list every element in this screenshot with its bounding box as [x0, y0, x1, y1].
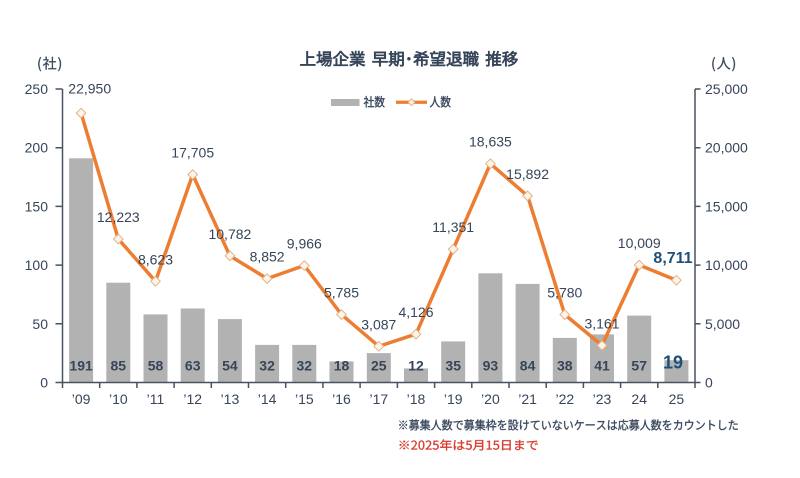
svg-text:’11: ’11	[147, 391, 165, 407]
svg-text:12,223: 12,223	[97, 209, 140, 225]
svg-text:’19: ’19	[444, 391, 463, 407]
svg-text:200: 200	[25, 140, 49, 156]
svg-text:’18: ’18	[407, 391, 426, 407]
svg-text:10,000: 10,000	[705, 257, 748, 273]
svg-text:15,892: 15,892	[506, 166, 549, 182]
svg-text:24: 24	[631, 391, 647, 407]
svg-text:100: 100	[25, 257, 49, 273]
svg-text:4,126: 4,126	[398, 304, 433, 320]
svg-text:10,782: 10,782	[208, 226, 251, 242]
svg-text:8,852: 8,852	[250, 249, 285, 265]
svg-text:’10: ’10	[109, 391, 128, 407]
svg-text:’17: ’17	[369, 391, 388, 407]
svg-text:50: 50	[32, 316, 48, 332]
svg-text:5,785: 5,785	[324, 285, 359, 301]
svg-text:’15: ’15	[295, 391, 314, 407]
svg-text:25: 25	[371, 358, 387, 374]
svg-text:191: 191	[69, 358, 93, 374]
svg-text:17,705: 17,705	[171, 145, 214, 161]
svg-text:41: 41	[594, 358, 610, 374]
svg-text:8,623: 8,623	[138, 251, 173, 267]
svg-text:10,009: 10,009	[618, 235, 661, 251]
svg-text:3,161: 3,161	[584, 315, 619, 331]
svg-text:57: 57	[631, 358, 647, 374]
svg-text:11,351: 11,351	[432, 219, 474, 235]
svg-text:’12: ’12	[183, 391, 202, 407]
svg-text:25: 25	[669, 391, 685, 407]
svg-text:93: 93	[483, 358, 499, 374]
svg-text:25,000: 25,000	[705, 81, 748, 97]
svg-text:8,711: 8,711	[653, 250, 692, 267]
svg-text:’16: ’16	[332, 391, 351, 407]
svg-text:12: 12	[408, 358, 424, 374]
svg-text:5,780: 5,780	[547, 285, 582, 301]
svg-text:35: 35	[445, 358, 461, 374]
svg-text:84: 84	[520, 358, 536, 374]
svg-text:54: 54	[222, 358, 238, 374]
svg-text:32: 32	[259, 358, 275, 374]
svg-text:9,966: 9,966	[287, 236, 322, 252]
svg-text:’20: ’20	[481, 391, 500, 407]
svg-text:38: 38	[557, 358, 573, 374]
svg-text:63: 63	[185, 358, 201, 374]
svg-text:18: 18	[334, 358, 350, 374]
svg-text:’14: ’14	[258, 391, 277, 407]
svg-text:22,950: 22,950	[68, 81, 111, 97]
svg-text:19: 19	[663, 353, 683, 373]
svg-text:’22: ’22	[555, 391, 574, 407]
svg-text:0: 0	[40, 375, 48, 391]
svg-text:250: 250	[25, 81, 49, 97]
svg-text:150: 150	[25, 198, 49, 214]
svg-text:’21: ’21	[518, 391, 537, 407]
svg-text:’09: ’09	[72, 391, 91, 407]
svg-text:85: 85	[111, 358, 127, 374]
svg-text:5,000: 5,000	[705, 316, 740, 332]
svg-text:20,000: 20,000	[705, 140, 748, 156]
svg-text:0: 0	[705, 375, 713, 391]
svg-text:15,000: 15,000	[705, 198, 748, 214]
svg-text:18,635: 18,635	[469, 134, 512, 150]
svg-text:32: 32	[297, 358, 313, 374]
svg-text:58: 58	[148, 358, 164, 374]
svg-text:’13: ’13	[221, 391, 240, 407]
svg-text:3,087: 3,087	[361, 316, 396, 332]
svg-text:’23: ’23	[593, 391, 612, 407]
